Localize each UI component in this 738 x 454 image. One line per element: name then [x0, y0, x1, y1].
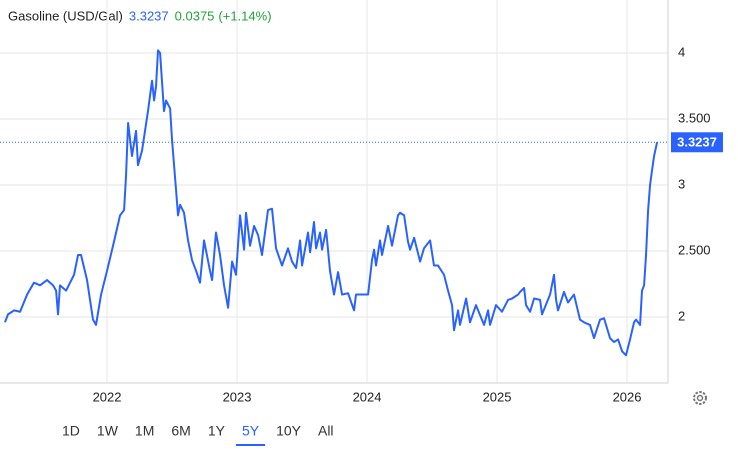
x-tick-label: 2026	[613, 389, 642, 404]
y-tick-label: 2.500	[678, 242, 711, 257]
grid	[0, 0, 668, 383]
x-tick-label: 2025	[483, 389, 512, 404]
range-button[interactable]: 10Y	[276, 423, 302, 439]
settings-icon[interactable]	[693, 391, 707, 405]
last-value-box	[671, 132, 723, 153]
y-tick-label: 3.500	[678, 110, 711, 125]
range-button[interactable]: 1W	[97, 423, 119, 439]
x-tick-label: 2023	[223, 389, 252, 404]
range-button[interactable]: All	[318, 423, 334, 439]
range-button[interactable]: 1D	[62, 423, 80, 439]
x-tick-label: 2022	[93, 389, 122, 404]
range-button[interactable]: 6M	[171, 423, 190, 439]
range-button[interactable]: 5Y	[242, 423, 260, 439]
range-button[interactable]: 1Y	[208, 423, 226, 439]
last-value-label: 3.3237	[677, 135, 717, 150]
y-tick-label: 2	[678, 308, 685, 323]
price-line	[4, 49, 659, 357]
change: 0.0375	[175, 8, 215, 23]
x-tick-label: 2024	[353, 389, 382, 404]
range-button[interactable]: 1M	[135, 423, 154, 439]
change-percent: (+1.14%)	[218, 8, 271, 23]
y-tick-label: 3	[678, 176, 685, 191]
selected-underline	[235, 444, 266, 446]
series-name: Gasoline (USD/Gal)	[8, 8, 123, 23]
last-value: 3.3237	[129, 8, 169, 23]
y-tick-label: 4	[678, 44, 685, 59]
